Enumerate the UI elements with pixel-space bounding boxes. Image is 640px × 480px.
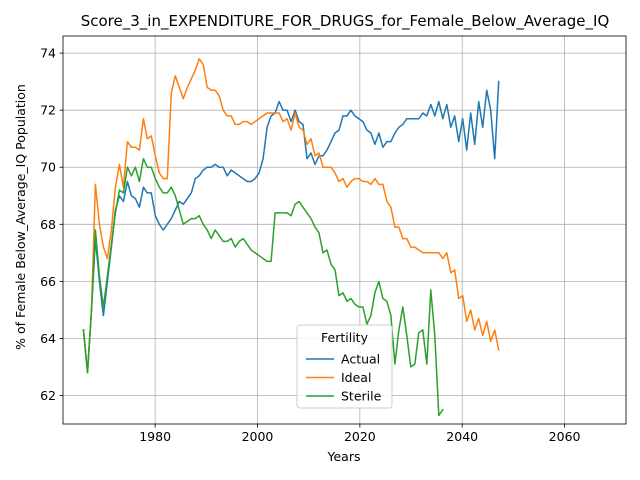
y-tick-label: 74	[40, 46, 56, 61]
legend-label-actual: Actual	[341, 352, 380, 367]
legend-title: Fertility	[321, 330, 369, 345]
y-axis-label: % of Female Below_Average_IQ Population	[13, 84, 28, 350]
y-tick-label: 64	[40, 331, 56, 346]
series-lines	[82, 58, 500, 417]
y-tick-label: 68	[40, 217, 56, 232]
legend-label-sterile: Sterile	[341, 389, 382, 404]
series-line-ideal	[82, 58, 500, 374]
axis-ticks: 1980 2000 2020 2040 2060 62 64 66 68 70 72 74	[40, 46, 580, 444]
plot-area-frame	[62, 35, 627, 425]
y-tick-label: 70	[40, 160, 56, 175]
x-tick-label: 2040	[446, 429, 478, 444]
y-tick-label: 72	[40, 103, 56, 118]
series-line-sterile	[82, 157, 444, 417]
grid	[63, 36, 626, 424]
series-line-actual	[82, 80, 500, 374]
x-axis-label: Years	[327, 449, 361, 464]
x-tick-label: 2000	[242, 429, 274, 444]
legend-label-ideal: Ideal	[341, 370, 371, 385]
x-tick-label: 2060	[549, 429, 581, 444]
x-tick-label: 1980	[139, 429, 171, 444]
y-tick-label: 66	[40, 274, 56, 289]
legend-box	[296, 324, 393, 409]
chart-title: Score_3_in_EXPENDITURE_FOR_DRUGS_for_Fem…	[81, 12, 610, 31]
y-tick-label: 62	[40, 388, 56, 403]
legend: Fertility Actual Ideal Sterile	[296, 324, 393, 409]
x-tick-label: 2020	[344, 429, 376, 444]
